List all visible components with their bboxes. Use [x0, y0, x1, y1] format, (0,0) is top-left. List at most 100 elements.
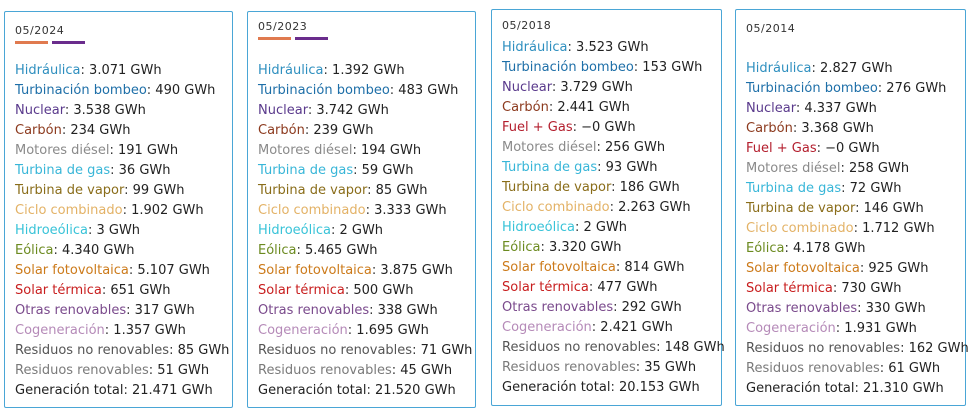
- source-label: Hidráulica: [746, 61, 812, 76]
- source-label: Eólica: [502, 240, 541, 255]
- generation-row: Ciclo combinado: 3.333 GWh: [258, 203, 447, 218]
- source-label: Fuel + Gas: [502, 120, 573, 135]
- generation-row: Residuos no renovables: 71 GWh: [258, 343, 473, 358]
- generation-row: Nuclear: 3.742 GWh: [258, 103, 389, 118]
- source-value: 477 GWh: [597, 280, 658, 295]
- source-label: Solar fotovoltaica: [258, 263, 372, 278]
- generation-row: Residuos no renovables: 162 GWh: [746, 341, 969, 356]
- generation-row: Solar fotovoltaica: 5.107 GWh: [15, 263, 210, 278]
- source-label: Residuos renovables: [502, 360, 636, 375]
- source-value: 500 GWh: [353, 283, 414, 298]
- source-label: Ciclo combinado: [258, 203, 366, 218]
- source-value: 239 GWh: [313, 123, 374, 138]
- source-value: 2 GWh: [339, 223, 384, 238]
- source-value: 2.441 GWh: [557, 100, 630, 115]
- series-swatch: [15, 41, 48, 44]
- source-label: Generación total: [502, 380, 611, 395]
- source-label: Residuos renovables: [258, 363, 392, 378]
- generation-row: Generación total: 21.310 GWh: [746, 381, 944, 396]
- source-label: Turbina de gas: [258, 163, 354, 178]
- source-value: 1.695 GWh: [356, 323, 429, 338]
- generation-row: Hidroeólica: 2 GWh: [502, 220, 628, 235]
- source-value: 2.263 GWh: [618, 200, 691, 215]
- generation-row: Fuel + Gas: −0 GWh: [502, 120, 636, 135]
- source-label: Solar térmica: [746, 281, 833, 296]
- source-label: Turbinación bombeo: [258, 83, 390, 98]
- source-label: Turbina de vapor: [258, 183, 368, 198]
- generation-row: Fuel + Gas: −0 GWh: [746, 141, 880, 156]
- generation-row: Turbinación bombeo: 483 GWh: [258, 83, 459, 98]
- generation-row: Turbina de vapor: 186 GWh: [502, 180, 680, 195]
- source-value: 51 GWh: [157, 363, 210, 378]
- source-value: 36 GWh: [118, 163, 171, 178]
- generation-row: Solar fotovoltaica: 3.875 GWh: [258, 263, 453, 278]
- source-value: 3 GWh: [96, 223, 141, 238]
- source-value: 59 GWh: [361, 163, 414, 178]
- source-label: Ciclo combinado: [502, 200, 610, 215]
- generation-row: Motores diésel: 194 GWh: [258, 143, 422, 158]
- generation-row: Cogeneración: 1.931 GWh: [746, 321, 917, 336]
- source-label: Hidráulica: [15, 63, 81, 78]
- source-label: Residuos renovables: [746, 361, 880, 376]
- generation-list: Hidráulica: 3.523 GWh Turbinación bombeo:…: [502, 38, 725, 398]
- generation-row: Hidráulica: 2.827 GWh: [746, 61, 893, 76]
- source-label: Nuclear: [502, 80, 552, 95]
- generation-row: Turbina de gas: 72 GWh: [746, 181, 902, 196]
- generation-row: Residuos no renovables: 85 GWh: [15, 343, 230, 358]
- source-label: Hidroeólica: [502, 220, 575, 235]
- summary-card-3: 05/2014 Hidráulica: 2.827 GWh Turbinación…: [735, 9, 969, 406]
- source-label: Residuos no renovables: [258, 343, 413, 358]
- source-value: 93 GWh: [605, 160, 658, 175]
- source-label: Motores diésel: [258, 143, 353, 158]
- source-label: Cogeneración: [746, 321, 836, 336]
- generation-row: Turbina de gas: 36 GWh: [15, 163, 171, 178]
- generation-row: Ciclo combinado: 2.263 GWh: [502, 200, 691, 215]
- source-value: 925 GWh: [868, 261, 929, 276]
- source-value: 1.712 GWh: [862, 221, 935, 236]
- source-value: 292 GWh: [621, 300, 682, 315]
- source-value: 1.902 GWh: [131, 203, 204, 218]
- source-label: Turbina de vapor: [15, 183, 125, 198]
- period-label: 05/2014: [746, 22, 796, 35]
- source-label: Turbinación bombeo: [15, 83, 147, 98]
- source-value: 85 GWh: [375, 183, 428, 198]
- generation-row: Cogeneración: 1.357 GWh: [15, 323, 186, 338]
- generation-row: Otras renovables: 292 GWh: [502, 300, 682, 315]
- generation-row: Eólica: 5.465 GWh: [258, 243, 378, 258]
- generation-row: Turbina de vapor: 85 GWh: [258, 183, 428, 198]
- source-label: Turbina de gas: [746, 181, 842, 196]
- source-label: Turbina de gas: [502, 160, 598, 175]
- generation-row: Generación total: 21.471 GWh: [15, 383, 213, 398]
- source-label: Nuclear: [746, 101, 796, 116]
- generation-row: Carbón: 239 GWh: [258, 123, 374, 138]
- generation-row: Solar fotovoltaica: 814 GWh: [502, 260, 685, 275]
- generation-row: Eólica: 4.340 GWh: [15, 243, 135, 258]
- source-value: 276 GWh: [886, 81, 947, 96]
- source-label: Cogeneración: [15, 323, 105, 338]
- period-label: 05/2024: [15, 24, 65, 37]
- source-label: Turbinación bombeo: [746, 81, 878, 96]
- summary-card-0: 05/2024 Hidráulica: 3.071 GWh Turbinación…: [4, 11, 233, 408]
- generation-row: Turbinación bombeo: 153 GWh: [502, 60, 703, 75]
- source-value: 21.310 GWh: [862, 381, 944, 396]
- series-swatch: [295, 37, 328, 40]
- source-value: 45 GWh: [400, 363, 453, 378]
- generation-row: Carbón: 234 GWh: [15, 123, 131, 138]
- source-label: Otras renovables: [746, 301, 858, 316]
- source-label: Eólica: [15, 243, 54, 258]
- source-label: Cogeneración: [502, 320, 592, 335]
- generation-row: Residuos no renovables: 148 GWh: [502, 340, 725, 355]
- generation-row: Turbinación bombeo: 276 GWh: [746, 81, 947, 96]
- source-value: 35 GWh: [644, 360, 697, 375]
- generation-row: Ciclo combinado: 1.712 GWh: [746, 221, 935, 236]
- source-label: Residuos no renovables: [502, 340, 657, 355]
- generation-list: Hidráulica: 3.071 GWh Turbinación bombeo:…: [15, 61, 230, 401]
- source-value: 317 GWh: [134, 303, 195, 318]
- source-label: Turbina de vapor: [746, 201, 856, 216]
- source-label: Generación total: [258, 383, 367, 398]
- source-label: Carbón: [15, 123, 62, 138]
- source-value: 490 GWh: [155, 83, 216, 98]
- source-value: 99 GWh: [132, 183, 185, 198]
- generation-row: Ciclo combinado: 1.902 GWh: [15, 203, 204, 218]
- source-label: Turbinación bombeo: [502, 60, 634, 75]
